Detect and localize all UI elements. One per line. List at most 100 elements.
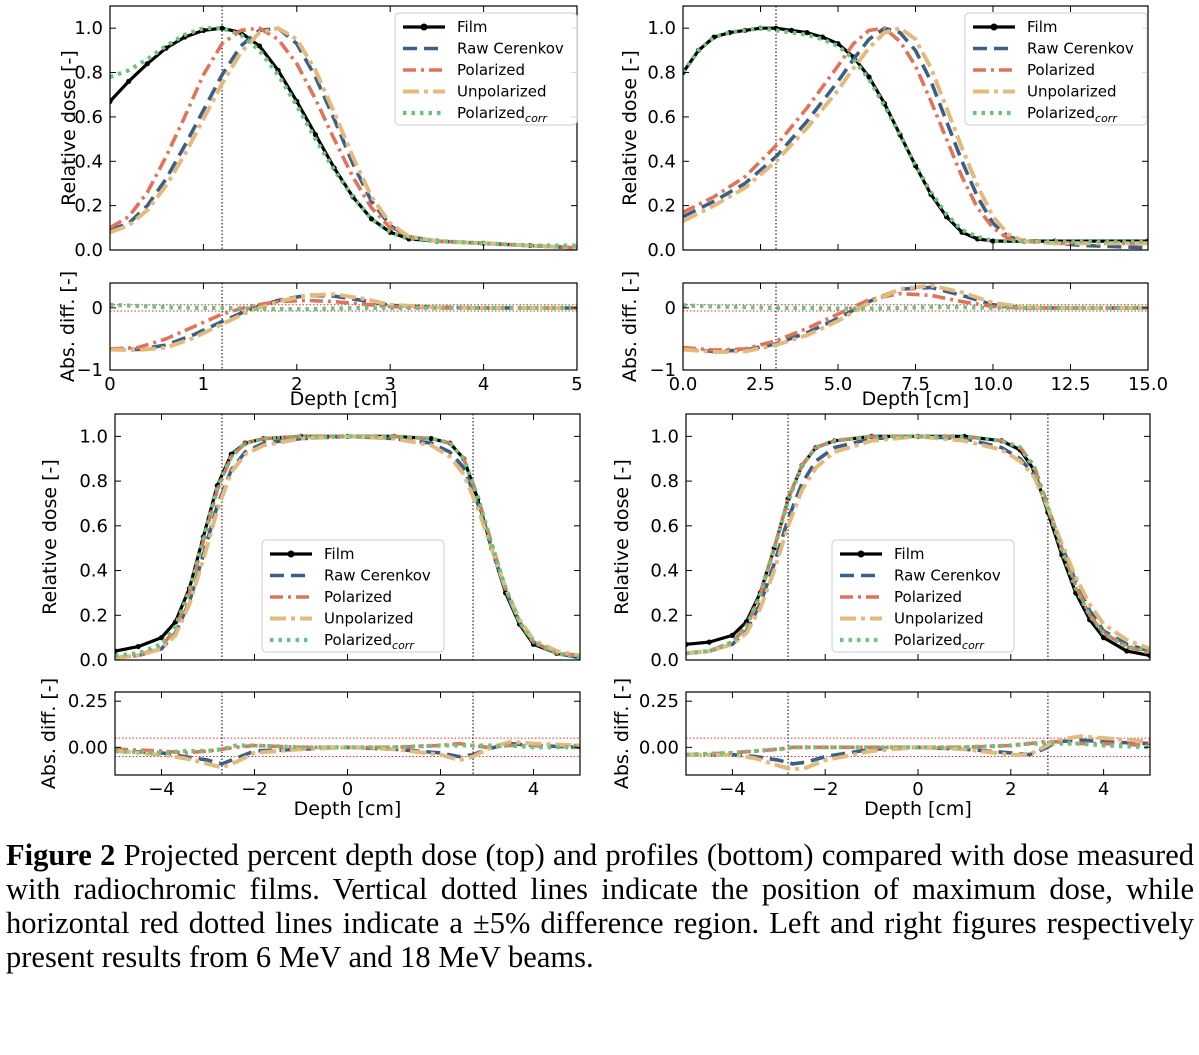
- y-tick-label: 0.8: [79, 471, 108, 492]
- series-polarized-diff: [110, 298, 577, 351]
- y-tick-label: 1.0: [79, 426, 108, 447]
- legend-label-film: Film: [324, 545, 354, 563]
- y-tick-label: 0: [665, 298, 676, 319]
- y-tick-label: 0.6: [650, 516, 679, 537]
- diff-y-axis-label: Abs. diff. [-]: [57, 271, 79, 382]
- x-tick-label: 15.0: [1128, 374, 1168, 395]
- legend-label-polarized: Polarized: [324, 588, 392, 606]
- profile-6mev-diff-plot: [115, 692, 580, 775]
- y-tick-label: 0.8: [74, 63, 103, 84]
- y-tick-label: 1.0: [647, 18, 676, 39]
- legend-label-raw_cerenkov: Raw Cerenkov: [894, 567, 1001, 585]
- figure-caption: Figure 2 Projected percent depth dose (t…: [6, 838, 1194, 974]
- series-polarized_corr: [683, 26, 1148, 244]
- y-tick-label: 0.2: [650, 605, 679, 626]
- y-tick-label: 0.25: [68, 691, 108, 712]
- y-tick-label: 0.0: [79, 650, 108, 671]
- y-tick-label: 0: [92, 298, 103, 319]
- y-tick-label: 0.6: [79, 516, 108, 537]
- legend-subscript: corr: [1095, 112, 1118, 125]
- x-tick-label: −4: [148, 779, 175, 800]
- legend-marker: [990, 23, 998, 31]
- series-polarized: [110, 26, 577, 250]
- series-raw_cerenkov-diff: [683, 285, 1148, 354]
- x-axis-label: Depth [cm]: [862, 388, 970, 410]
- legend-marker: [287, 550, 295, 558]
- y-tick-label: 0.2: [74, 196, 103, 217]
- profile-18mev-panel: 0.0 0.2 0.4 0.6 0.8 1.0 Relative dose [-] −4 −2 0…: [611, 413, 1151, 820]
- series-unpolarized: [115, 434, 580, 660]
- series-unpolarized-diff: [110, 292, 577, 353]
- y-axis-label: Relative dose [-]: [58, 50, 80, 206]
- film-point: [115, 648, 118, 654]
- pdd-6mev-main-frame: [109, 5, 578, 251]
- caption-label: Figure 2: [6, 838, 116, 872]
- legend-label-unpolarized: Unpolarized: [1027, 83, 1117, 101]
- series-polarized_corr: [115, 434, 580, 660]
- y-tick-label: 0.8: [647, 63, 676, 84]
- y-axis-label: Relative dose [-]: [611, 459, 633, 615]
- diff-y-axis-label: Abs. diff. [-]: [38, 678, 60, 789]
- legend-label-polarized: Polarized: [1027, 61, 1095, 79]
- pdd-18mev-panel: 0.0 0.2 0.4 0.6 0.8 1.0 Relative dose [-] 0.0 2.…: [619, 5, 1168, 410]
- film-point: [368, 216, 375, 222]
- y-tick-label: 0.0: [74, 240, 103, 261]
- legend-label-film: Film: [457, 18, 487, 36]
- y-tick-label: 0.4: [647, 151, 676, 172]
- y-tick-label: 1.0: [650, 426, 679, 447]
- x-tick-label: 4: [528, 779, 539, 800]
- y-tick-label: −1: [76, 360, 103, 381]
- legend-label-unpolarized: Unpolarized: [457, 83, 547, 101]
- film-point: [729, 632, 736, 639]
- film-point: [126, 78, 132, 85]
- legend-label-film: Film: [1027, 18, 1057, 36]
- legend-box: [394, 12, 578, 126]
- diff-y-axis-label: Abs. diff. [-]: [619, 271, 641, 382]
- film-point: [428, 436, 434, 442]
- legend-label-unpolarized: Unpolarized: [894, 610, 984, 628]
- x-tick-label: −4: [719, 779, 746, 800]
- film-point: [804, 30, 810, 36]
- legend-subscript: corr: [525, 112, 548, 125]
- pdd-6mev-main-plot: [110, 6, 577, 250]
- x-tick-label: 2: [291, 374, 302, 395]
- series-unpolarized: [110, 26, 577, 250]
- film-point: [1124, 648, 1130, 654]
- y-tick-label: 0.00: [68, 737, 108, 758]
- film-point: [110, 98, 113, 104]
- x-tick-label: 12.5: [1050, 374, 1090, 395]
- film-point: [686, 641, 689, 647]
- y-tick-label: 0.6: [74, 107, 103, 128]
- film-point: [158, 635, 165, 641]
- series-polarized_corr: [686, 434, 1150, 656]
- profile-6mev-panel: 0.0 0.2 0.4 0.6 0.8 1.0 Relative dose [-] −4 −2 0…: [38, 413, 581, 820]
- film-point: [256, 43, 263, 49]
- x-tick-label: 10.0: [973, 374, 1013, 395]
- legend-label-film: Film: [894, 545, 924, 563]
- x-axis-label: Depth [cm]: [290, 388, 398, 410]
- x-axis-label: Depth [cm]: [864, 798, 972, 820]
- y-tick-label: 0.4: [79, 561, 108, 582]
- legend-label-polarized: Polarized: [894, 588, 962, 606]
- x-tick-label: 5.0: [824, 374, 853, 395]
- y-tick-label: 0.4: [650, 561, 679, 582]
- x-tick-label: −2: [812, 779, 839, 800]
- series-unpolarized: [686, 434, 1150, 656]
- film-point: [1101, 635, 1107, 641]
- profile-18mev-diff-plot: [686, 692, 1150, 775]
- pdd-6mev-panel: 0.0 0.2 0.4 0.6 0.8 1.0 Relative dose [-] 0 1 2 3 4…: [57, 5, 583, 410]
- film-point: [990, 238, 996, 244]
- y-tick-label: 0.6: [647, 107, 676, 128]
- x-tick-label: 0: [912, 779, 923, 800]
- y-axis-label: Relative dose [-]: [39, 459, 61, 615]
- x-tick-label: 1: [198, 374, 209, 395]
- legend-marker: [857, 550, 865, 558]
- y-tick-label: 0.2: [647, 196, 676, 217]
- y-tick-label: 0.2: [79, 605, 108, 626]
- film-point: [788, 27, 795, 33]
- legend-label-raw_cerenkov: Raw Cerenkov: [324, 567, 431, 585]
- legend-marker: [420, 23, 428, 31]
